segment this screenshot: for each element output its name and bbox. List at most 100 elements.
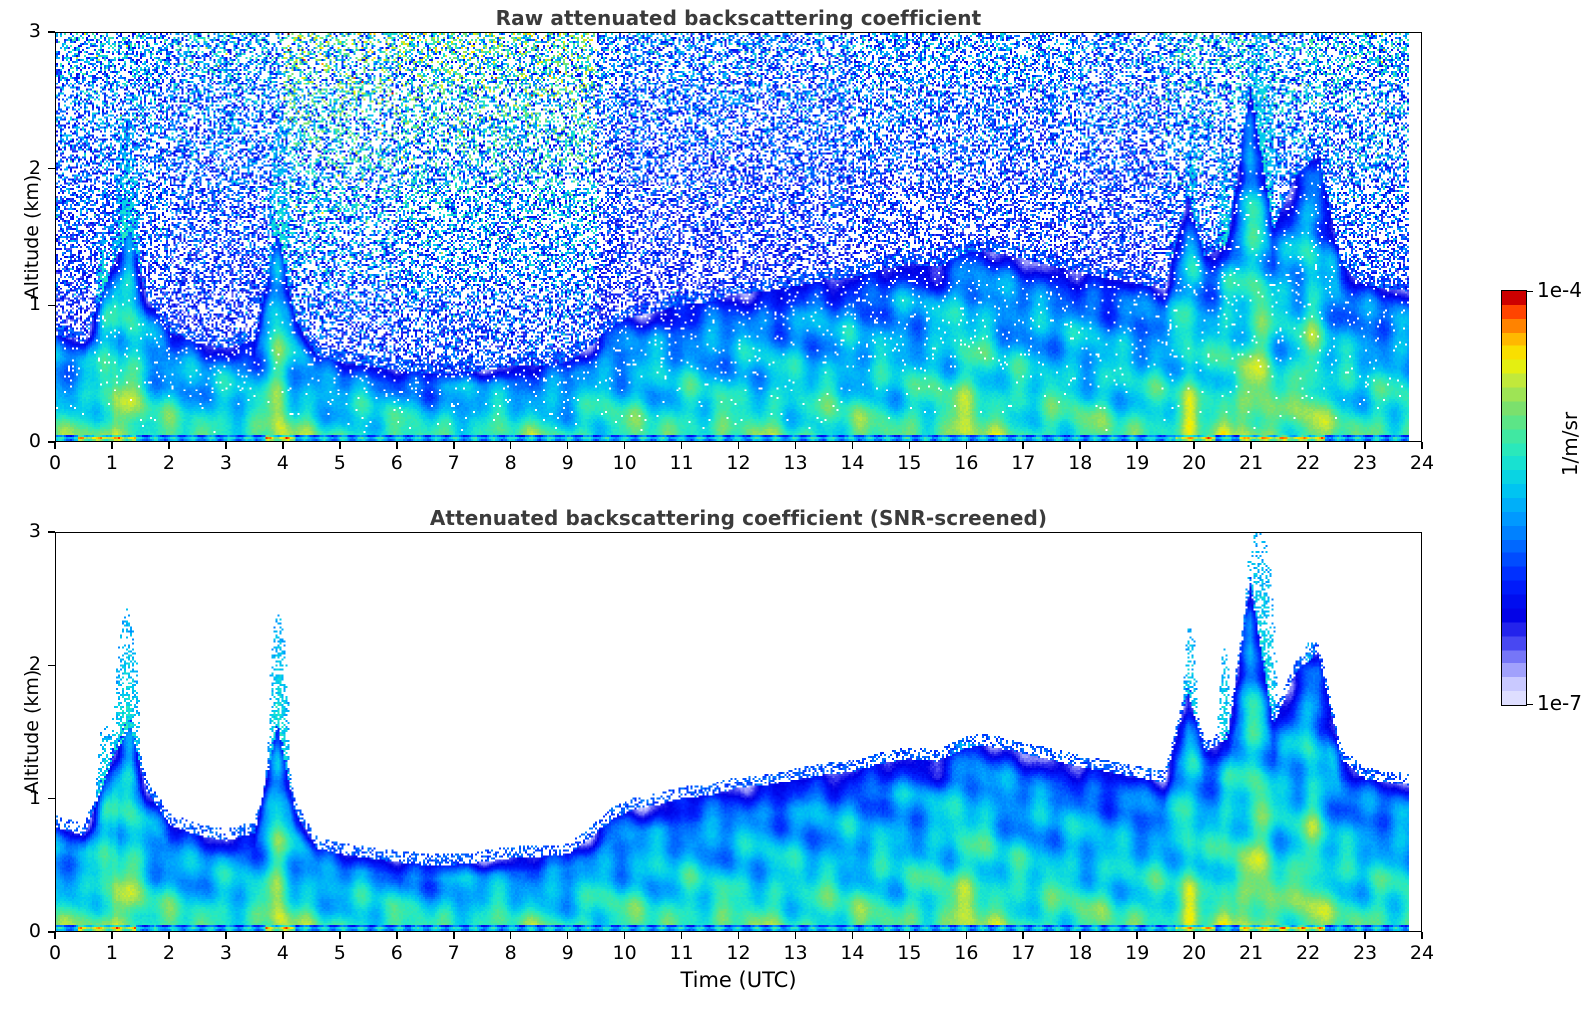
x-tick-label-24: 24 [1409,942,1435,964]
x-tick-19 [1136,932,1138,939]
x-tick-label-8: 8 [504,942,517,964]
x-tick-label-1: 1 [105,452,118,474]
x-tick-14 [851,932,854,939]
x-tick-20 [1193,932,1195,939]
x-tick-20 [1193,442,1195,449]
x-tick-3 [225,932,227,939]
x-tick-label-17: 17 [1011,452,1036,474]
x-tick-label-1: 1 [105,942,118,964]
x-tick-15 [908,442,911,449]
x-tick-label-23: 23 [1352,452,1378,474]
x-tick-12 [737,932,740,939]
y-tick-label-3: 3 [28,20,41,42]
y-tick-2 [48,664,55,667]
x-tick-11 [680,932,683,939]
x-tick-2 [168,932,170,939]
x-tick-22 [1307,932,1309,939]
x-tick-8 [509,442,512,449]
y-tick-label-0: 0 [28,430,41,452]
x-tick-label-14: 14 [840,452,865,474]
x-tick-16 [965,932,968,939]
colorbar [1501,290,1527,706]
y-tick-label-3: 3 [28,520,41,542]
y-tick-1 [48,797,55,800]
x-tick-label-24: 24 [1409,452,1435,474]
colorbar-tick-max [1527,291,1533,293]
x-tick-1 [111,442,113,449]
x-tick-label-23: 23 [1352,942,1378,964]
x-tick-18 [1079,442,1082,449]
x-tick-18 [1079,932,1082,939]
x-tick-24 [1421,932,1423,939]
x-tick-16 [965,442,968,449]
x-tick-label-16: 16 [954,942,979,964]
x-tick-label-7: 7 [447,942,460,964]
x-tick-label-21: 21 [1239,942,1264,964]
x-tick-21 [1250,932,1252,939]
x-tick-label-0: 0 [48,942,62,964]
x-tick-label-5: 5 [333,942,346,964]
y-tick-label-1: 1 [28,293,41,316]
x-tick-label-17: 17 [1011,942,1036,964]
x-tick-label-0: 0 [48,452,62,474]
x-tick-label-4: 4 [276,452,289,474]
x-tick-label-15: 15 [897,942,922,964]
x-tick-7 [452,442,455,449]
x-tick-label-22: 22 [1295,452,1321,474]
x-tick-1 [111,932,113,939]
y-tick-0 [48,441,55,443]
panel-title-screened: Attenuated backscattering coefficient (S… [429,506,1048,530]
x-tick-7 [452,932,455,939]
x-tick-6 [395,932,398,939]
x-tick-label-4: 4 [276,942,289,964]
colorbar-tick-min [1527,704,1533,706]
x-tick-10 [623,442,626,449]
x-tick-23 [1364,442,1366,449]
y-tick-label-2: 2 [28,653,41,676]
x-tick-label-22: 22 [1295,942,1321,964]
x-tick-label-10: 10 [612,942,637,964]
x-tick-17 [1022,932,1025,939]
x-tick-label-3: 3 [219,942,232,964]
x-tick-label-11: 11 [669,942,694,964]
y-tick-label-1: 1 [28,786,41,809]
x-tick-label-5: 5 [333,452,346,474]
x-tick-17 [1022,442,1025,449]
x-tick-13 [794,442,797,449]
x-tick-label-20: 20 [1182,942,1207,964]
x-tick-4 [282,442,284,449]
x-axis-label: Time (UTC) [680,968,797,992]
x-tick-label-18: 18 [1068,452,1093,474]
x-tick-13 [794,932,797,939]
x-tick-label-19: 19 [1125,942,1150,964]
x-tick-label-13: 13 [783,452,808,474]
x-tick-0 [54,932,56,939]
y-tick-3 [48,31,55,33]
x-tick-label-7: 7 [447,452,460,474]
x-tick-2 [168,442,170,449]
x-tick-9 [566,442,569,449]
x-tick-22 [1307,442,1309,449]
x-tick-label-15: 15 [897,452,922,474]
x-tick-4 [282,932,284,939]
x-tick-10 [623,932,626,939]
y-tick-2 [48,167,55,170]
x-tick-label-3: 3 [219,452,232,474]
x-tick-label-6: 6 [390,452,403,474]
x-tick-label-12: 12 [726,452,751,474]
x-tick-label-21: 21 [1239,452,1264,474]
heatmap-raw-panel [55,32,1422,442]
colorbar-label-min: 1e-7 [1537,691,1582,715]
x-tick-23 [1364,932,1366,939]
x-tick-label-14: 14 [840,942,865,964]
x-tick-label-8: 8 [504,452,517,474]
x-tick-label-2: 2 [162,942,175,964]
x-tick-6 [395,442,398,449]
y-tick-3 [48,531,55,533]
x-tick-label-18: 18 [1068,942,1093,964]
x-tick-label-13: 13 [783,942,808,964]
x-tick-14 [851,442,854,449]
x-tick-15 [908,932,911,939]
y-tick-0 [48,931,55,933]
